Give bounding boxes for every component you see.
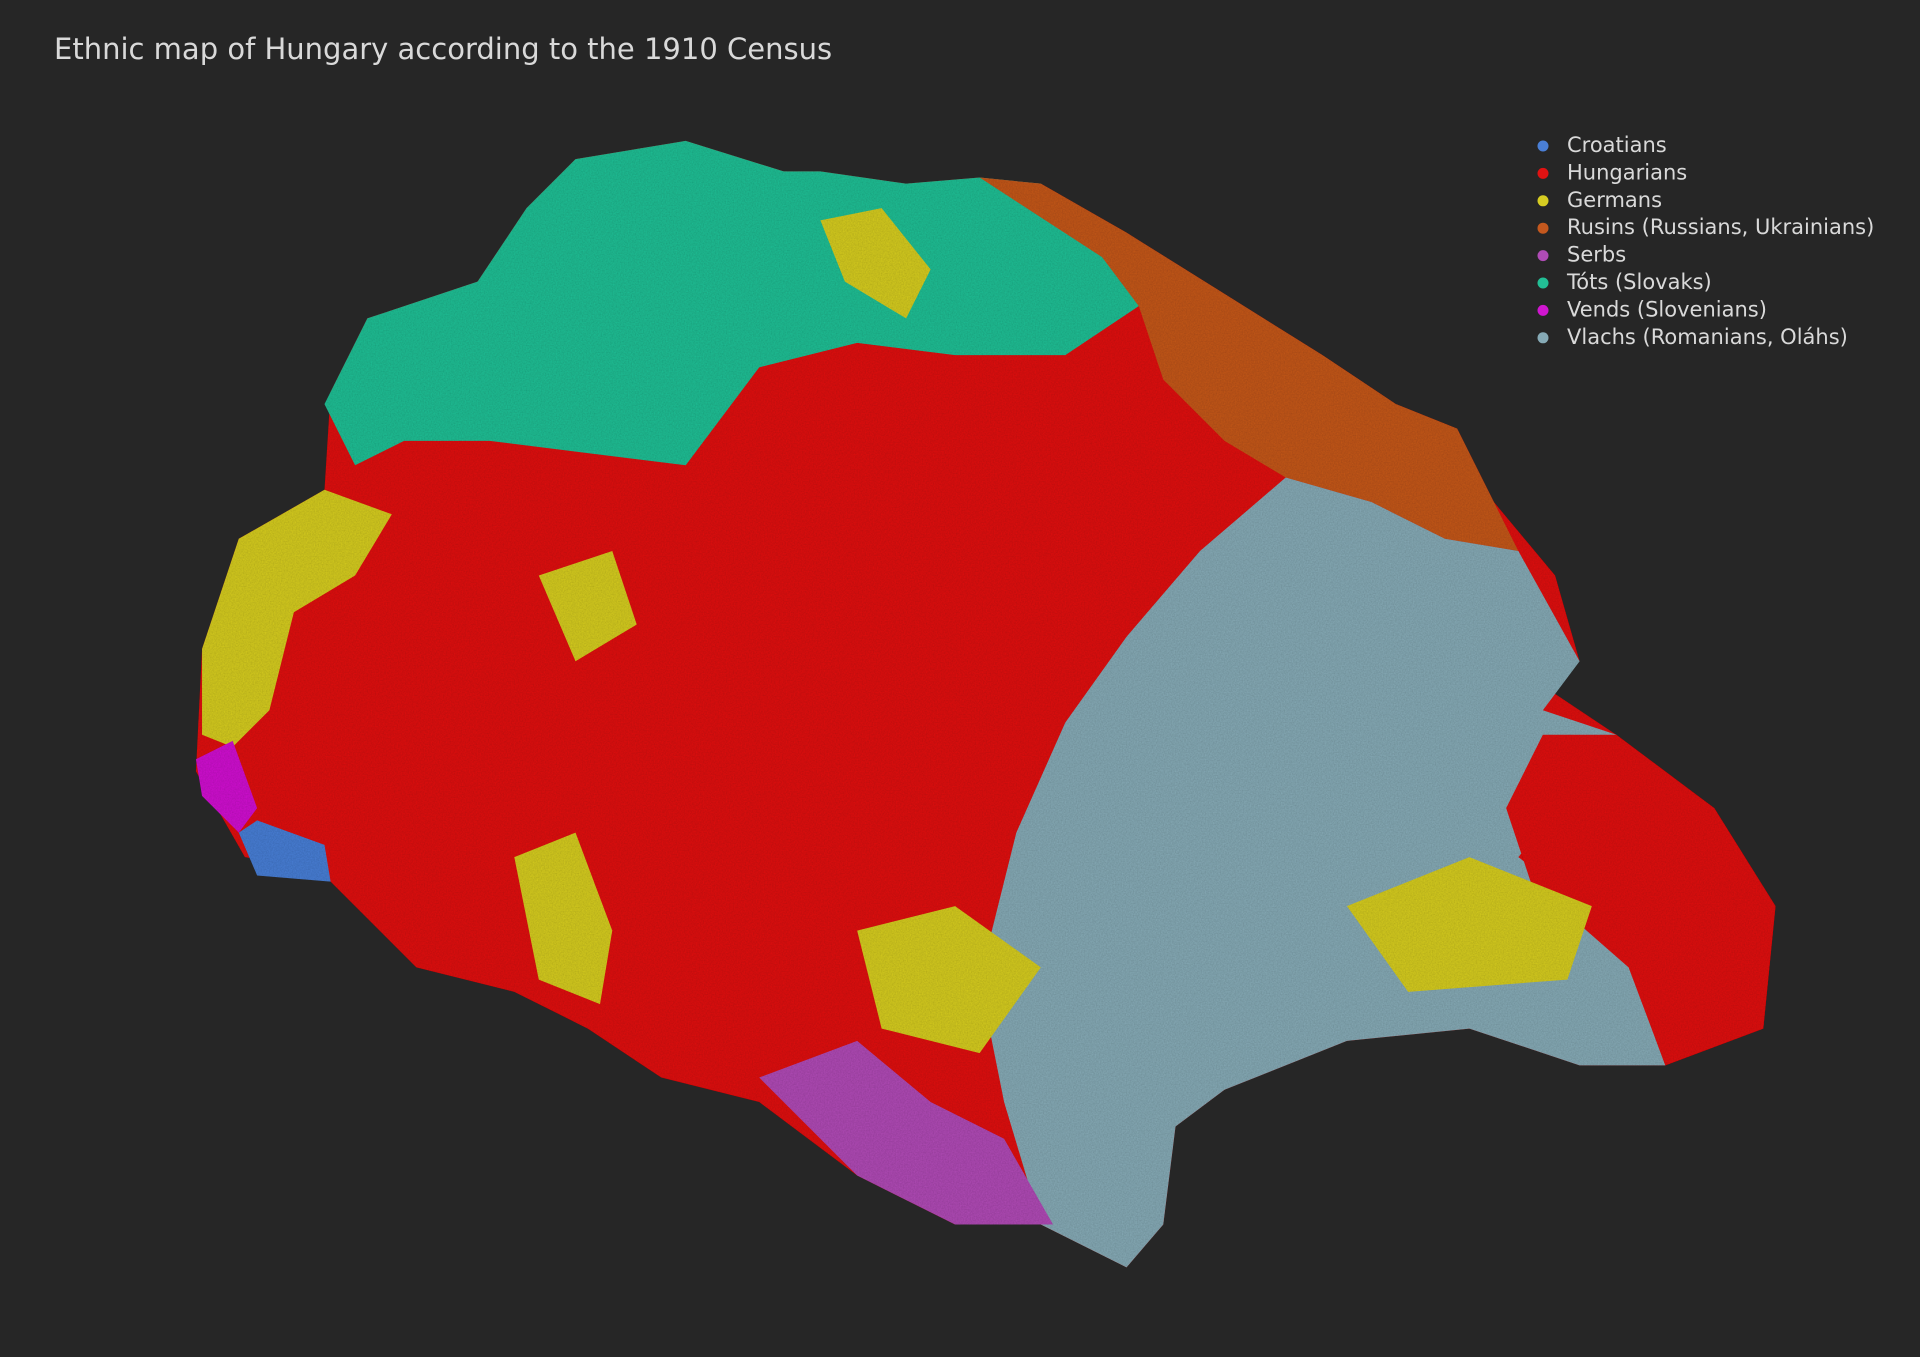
legend-label: Croatians bbox=[1567, 133, 1667, 157]
region-slovaks bbox=[324, 140, 1139, 466]
legend-marker bbox=[1537, 277, 1549, 289]
legend-marker bbox=[1537, 250, 1549, 262]
legend: Croatians Hungarians Germans Rusins (Russia… bbox=[1537, 133, 1874, 349]
legend-label: Germans bbox=[1567, 188, 1662, 212]
legend-label: Vlachs (Romanians, Oláhs) bbox=[1567, 325, 1848, 349]
legend-marker bbox=[1537, 140, 1549, 152]
legend-marker bbox=[1537, 167, 1549, 179]
region-vends bbox=[195, 740, 258, 833]
legend-marker bbox=[1537, 195, 1549, 207]
region-germans-spis bbox=[820, 208, 931, 319]
legend-label: Hungarians bbox=[1567, 160, 1687, 184]
region-germans-transylvania bbox=[1346, 857, 1592, 992]
map-title: Ethnic map of Hungary according to the 1… bbox=[54, 32, 832, 66]
legend-label: Tóts (Slovaks) bbox=[1566, 270, 1712, 294]
region-vlachs bbox=[979, 477, 1666, 1268]
legend-marker bbox=[1537, 222, 1549, 234]
region-serbs bbox=[759, 1040, 1054, 1225]
region-germans-central bbox=[538, 551, 637, 662]
region-germans-west bbox=[202, 489, 392, 747]
legend-label: Vends (Slovenians) bbox=[1567, 297, 1767, 321]
legend-marker bbox=[1537, 304, 1549, 316]
region-croatians bbox=[238, 820, 331, 882]
region-germans-south bbox=[514, 832, 613, 1005]
map bbox=[195, 140, 1776, 1268]
legend-label: Rusins (Russians, Ukrainians) bbox=[1567, 215, 1874, 239]
region-szekely bbox=[1506, 734, 1776, 1066]
region-rusins bbox=[979, 177, 1519, 552]
legend-marker bbox=[1537, 332, 1549, 344]
legend-label: Serbs bbox=[1567, 243, 1626, 267]
region-germans-banat bbox=[857, 906, 1041, 1054]
